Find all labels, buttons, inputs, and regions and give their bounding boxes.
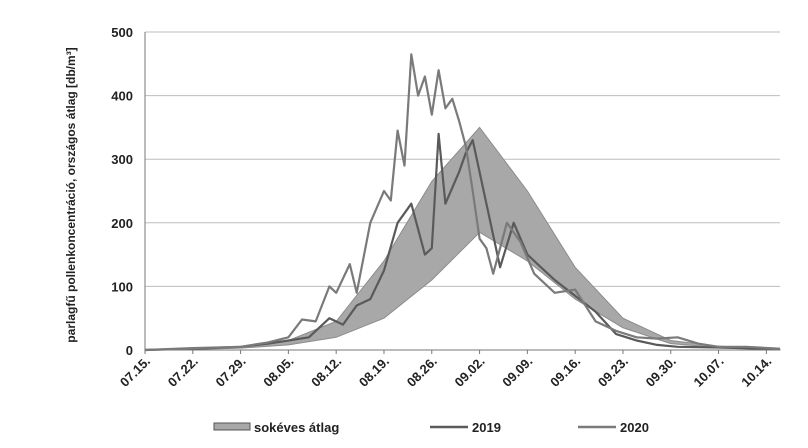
legend: sokéves átlag 2019 2020 [213, 420, 649, 435]
series-line-2020 [144, 53, 781, 352]
x-tick-label: 10.14. [738, 354, 774, 390]
x-tick-label: 09.02. [452, 354, 488, 390]
series-layer [144, 53, 781, 352]
legend-label: 2019 [472, 420, 501, 435]
legend-label: 2020 [620, 420, 649, 435]
legend-item-2019: 2019 [430, 420, 501, 435]
x-tick-label: 07.15. [117, 354, 153, 390]
x-tick-label: 09.23. [595, 354, 631, 390]
y-axis-label: parlagfű pollenkoncentráció, országos át… [64, 47, 78, 342]
x-tick-label: 08.26. [404, 354, 440, 390]
x-tick-label: 08.12. [308, 354, 344, 390]
legend-item-sokéves átlag: sokéves átlag [213, 420, 339, 435]
x-tick-label: 08.05. [260, 354, 296, 390]
x-tick-label: 07.29. [213, 354, 249, 390]
y-tick-label: 200 [111, 216, 133, 231]
legend-label: sokéves átlag [254, 420, 339, 435]
x-tick-label: 10.07. [690, 354, 726, 390]
legend-item-2020: 2020 [578, 420, 649, 435]
series-line-2019 [144, 132, 781, 352]
y-tick-label: 0 [126, 343, 133, 358]
x-tick-label: 07.22. [165, 354, 201, 390]
y-tick-label: 400 [111, 89, 133, 104]
x-tick-label: 09.16. [547, 354, 583, 390]
legend-swatch [213, 422, 251, 431]
x-tick-label: 08.19. [356, 354, 392, 390]
y-tick-label: 500 [111, 25, 133, 40]
y-tick-label: 100 [111, 279, 133, 294]
x-tick-label: 09.30. [643, 354, 679, 390]
y-tick-label: 300 [111, 152, 133, 167]
x-tick-label: 09.09. [499, 354, 535, 390]
